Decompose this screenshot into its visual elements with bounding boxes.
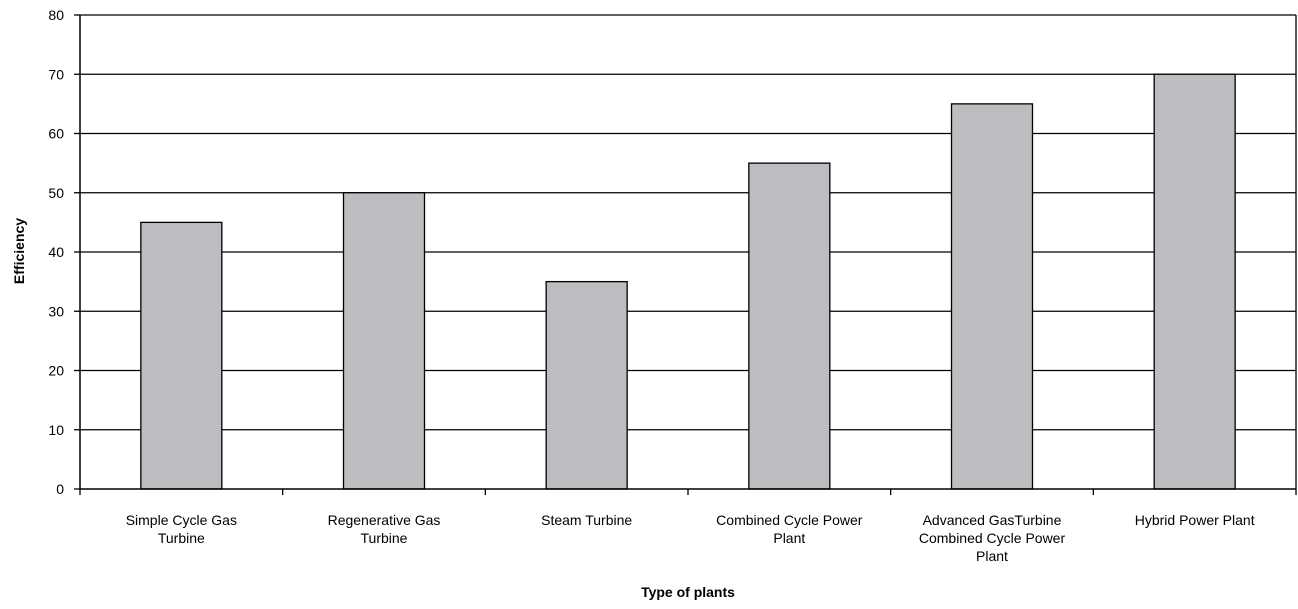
gridlines (80, 14, 1296, 431)
bar (140, 221, 223, 490)
bars (140, 73, 1236, 490)
bar (342, 192, 426, 490)
axes (74, 14, 1297, 495)
y-tick-labels: 0 10 20 30 40 50 60 70 80 (48, 7, 64, 497)
y-tick-label: 60 (48, 126, 64, 142)
y-tick-label: 50 (48, 185, 64, 201)
x-category-label: Steam Turbine (541, 512, 632, 528)
y-tick-label: 0 (56, 481, 64, 497)
x-category-label: Advanced GasTurbine Combined Cycle Power P… (919, 512, 1066, 564)
y-tick-label: 30 (48, 303, 64, 319)
x-category-labels: Simple Cycle Gas Turbine Regenerative Gas T… (126, 512, 1255, 564)
y-tick-label: 40 (48, 244, 64, 260)
y-tick-label: 10 (48, 422, 64, 438)
y-tick-label: 20 (48, 363, 64, 379)
x-category-label: Simple Cycle Gas Turbine (126, 512, 237, 546)
bar (1153, 73, 1236, 490)
y-tick-label: 80 (48, 7, 64, 23)
bar (748, 162, 831, 490)
x-category-label: Hybrid Power Plant (1135, 512, 1255, 528)
x-axis-title: Type of plants (641, 584, 735, 600)
x-category-label: Regenerative Gas Turbine (328, 512, 441, 546)
bar (950, 103, 1034, 490)
y-axis-title: Efficiency (11, 218, 27, 284)
x-category-label: Combined Cycle Power Plant (716, 512, 863, 546)
bar (545, 280, 628, 490)
y-tick-label: 70 (48, 66, 64, 82)
